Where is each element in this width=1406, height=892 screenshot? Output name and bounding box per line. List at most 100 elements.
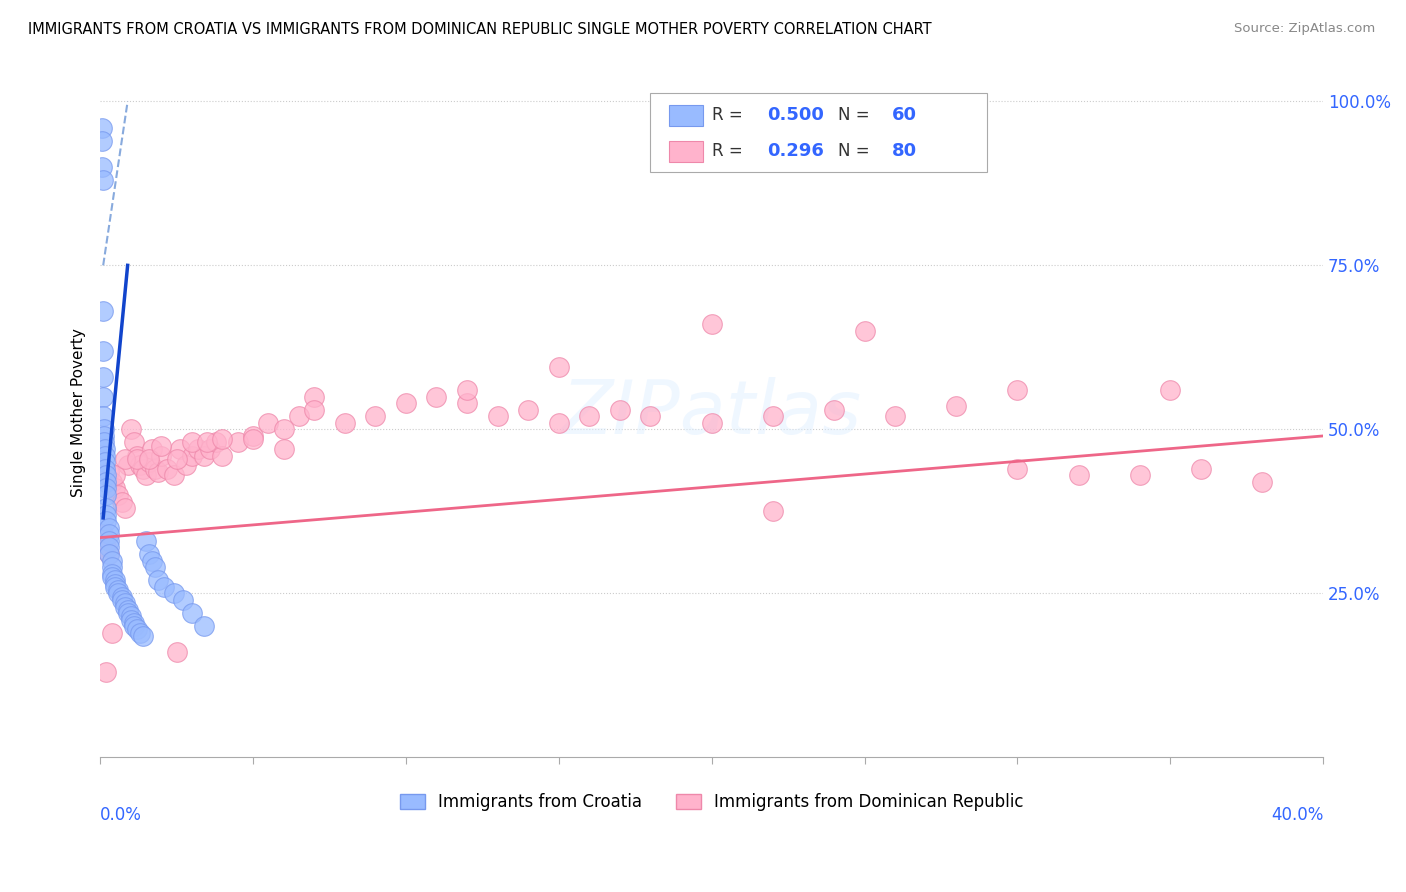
Point [205,435,228,450]
Point [91,370,114,384]
Point [242,429,264,443]
Point [93,435,115,450]
Point [101,570,124,584]
Text: 40.0%: 40.0% [1271,805,1323,823]
Point [762,409,785,424]
Text: 0.500: 0.500 [766,106,824,124]
Y-axis label: Single Mother Poverty: Single Mother Poverty [72,328,86,498]
Point [91,409,114,424]
Point [1189,461,1212,475]
Point [110,494,132,508]
Point [884,409,907,424]
Point [1007,461,1029,475]
Point [1251,475,1274,489]
Point [180,435,202,450]
Point [91,527,114,541]
Point [135,533,157,548]
Point [1159,383,1181,397]
Point [101,566,124,581]
Point [120,613,142,627]
Point [96,475,118,489]
Point [114,596,136,610]
Point [107,586,129,600]
Point [114,501,136,516]
Point [257,416,280,430]
Point [1007,383,1029,397]
Point [91,134,114,148]
Point [101,625,124,640]
Point [143,560,166,574]
Point [96,508,118,522]
Point [853,324,876,338]
Point [517,402,540,417]
Point [200,442,222,456]
Point [125,623,148,637]
Point [98,547,121,561]
Point [94,461,117,475]
Point [150,449,173,463]
Text: N =: N = [838,106,875,124]
Point [94,468,117,483]
Point [578,409,600,424]
Point [96,514,118,528]
Point [456,396,478,410]
Point [193,449,215,463]
Point [148,574,170,588]
Point [110,590,132,604]
Point [138,455,160,469]
Point [640,409,662,424]
Point [114,451,136,466]
Point [104,482,127,496]
Point [128,458,150,473]
Point [226,435,249,450]
Bar [669,141,703,161]
Point [93,429,115,443]
Point [302,390,325,404]
Point [700,416,723,430]
Point [96,501,118,516]
Point [91,304,114,318]
Point [96,541,118,555]
Point [141,553,163,567]
Point [132,461,155,475]
Point [98,527,121,541]
Point [211,449,233,463]
Point [169,442,191,456]
Point [101,475,124,489]
Point [91,160,114,174]
Point [609,402,631,417]
Text: 80: 80 [891,142,917,161]
Text: 60: 60 [891,106,917,124]
Point [195,435,218,450]
Point [700,318,723,332]
Point [93,442,115,456]
Point [143,461,166,475]
Point [94,455,117,469]
Point [91,390,114,404]
Point [104,468,127,483]
Point [273,442,295,456]
Text: 0.296: 0.296 [766,142,824,161]
Point [117,603,139,617]
Point [153,580,176,594]
Point [128,625,150,640]
Text: R =: R = [711,106,748,124]
Point [547,416,569,430]
Point [456,383,478,397]
Point [101,553,124,567]
Point [172,593,194,607]
Point [98,541,121,555]
Bar [669,105,703,126]
Point [333,416,356,430]
Point [395,396,418,410]
Point [93,449,115,463]
Point [211,432,233,446]
Point [187,442,209,456]
Point [122,619,145,633]
Point [117,606,139,620]
Point [138,547,160,561]
Point [174,458,197,473]
Point [104,576,127,591]
Point [150,439,173,453]
Point [148,465,170,479]
